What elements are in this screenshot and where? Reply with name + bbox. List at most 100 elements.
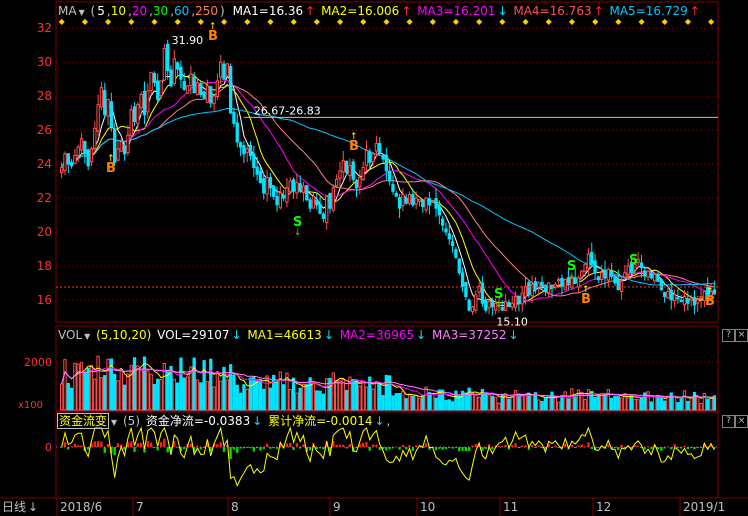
- close-button[interactable]: ×: [735, 329, 748, 342]
- volume-bar: [89, 364, 94, 411]
- candle-body: [262, 178, 266, 194]
- close-button[interactable]: ×: [735, 415, 748, 428]
- fund-flow-bar: [153, 447, 156, 448]
- fund-flow-bar: [699, 447, 703, 448]
- fund-flow-bar: [497, 445, 501, 447]
- volume-bar: [626, 397, 630, 411]
- candle-body: [288, 180, 292, 193]
- fund-flow-panel: 0: [45, 426, 718, 487]
- fund-flow-bar: [574, 447, 577, 448]
- volume-bar: [275, 381, 279, 411]
- candle-body: [401, 194, 405, 207]
- volume-bar: [411, 395, 415, 411]
- ma4-value: MA4=16.763: [513, 4, 592, 18]
- candle-body: [444, 228, 448, 233]
- candle-body: [179, 66, 183, 80]
- fund-flow-bar: [358, 444, 361, 447]
- candle-body: [238, 142, 243, 148]
- fund-flow-bar: [713, 447, 716, 449]
- candle-body: [139, 93, 143, 109]
- volume-bar: [573, 396, 577, 411]
- event-marker-icon: ◆: [685, 17, 692, 26]
- fund-flow-bar: [173, 441, 176, 447]
- fund-flow-bar: [405, 447, 408, 450]
- chevron-down-icon[interactable]: ▼: [84, 332, 91, 341]
- volume-bar: [391, 395, 395, 411]
- candle-body: [570, 275, 574, 288]
- cumulative-flow-value: 累计净流=-0.0014: [268, 414, 373, 428]
- volume-bar: [427, 392, 432, 411]
- moving-average-lines: [61, 65, 715, 306]
- candle-body: [530, 284, 534, 297]
- candle-body: [334, 178, 339, 187]
- ma-indicator-name[interactable]: MA: [58, 4, 77, 18]
- candle-body: [523, 285, 528, 298]
- fund-flow-bar: [666, 446, 670, 448]
- fund-flow-bar: [633, 445, 636, 447]
- candle-body: [699, 296, 703, 299]
- help-button[interactable]: ?: [722, 415, 735, 428]
- volume-bar: [169, 365, 173, 411]
- fund-flow-indicator-name[interactable]: 资金流变: [57, 413, 110, 429]
- fund-flow-bar: [143, 447, 146, 453]
- volume-bar: [298, 387, 302, 411]
- candle-body: [656, 274, 660, 282]
- volume-bar: [387, 375, 392, 411]
- fund-flow-bar: [398, 447, 401, 450]
- volume-bar: [119, 368, 123, 411]
- period-selector[interactable]: 日线 ↓: [2, 500, 39, 514]
- volume-bar: [69, 387, 74, 411]
- candle-body: [76, 146, 80, 157]
- candlestick-series: [59, 39, 717, 316]
- volume-bar: [172, 378, 176, 411]
- volume-ma3-value: MA3=37252: [432, 328, 507, 342]
- fund-flow-bar: [328, 447, 332, 452]
- fund-flow-bar: [126, 442, 130, 447]
- event-marker-icon: ◆: [151, 17, 158, 26]
- candle-body: [255, 166, 259, 175]
- candle-body: [132, 106, 137, 123]
- candle-body: [447, 233, 451, 240]
- fund-flow-bar: [355, 447, 358, 448]
- fund-flow-bar: [345, 447, 348, 449]
- signal-sell-label: S: [629, 253, 638, 268]
- fund-flow-bar: [570, 444, 574, 447]
- candle-body: [659, 279, 663, 291]
- fund-flow-bar: [262, 447, 265, 449]
- volume-indicator-name[interactable]: VOL: [58, 328, 83, 342]
- fund-flow-bar: [318, 447, 322, 449]
- volume-bar: [494, 396, 498, 411]
- candle-body: [311, 195, 316, 209]
- fund-flow-bar: [564, 443, 567, 447]
- fund-flow-bar: [375, 444, 378, 447]
- volume-bar: [321, 393, 326, 411]
- volume-bar: [477, 396, 481, 411]
- fund-flow-bar: [527, 447, 530, 450]
- event-marker-icon: ◆: [476, 17, 483, 26]
- chevron-down-icon[interactable]: ▼: [111, 418, 118, 427]
- fund-flow-bar: [474, 444, 477, 447]
- fund-flow-bar: [580, 444, 583, 447]
- x-tick-label: 10: [420, 500, 435, 514]
- candle-body: [222, 63, 226, 80]
- fund-flow-bar: [87, 447, 90, 450]
- candle-body: [503, 301, 508, 312]
- candle-body: [702, 290, 707, 302]
- fund-flow-bar: [249, 447, 252, 449]
- fund-flow-bar: [689, 447, 693, 448]
- candle-body: [192, 76, 196, 94]
- event-marker-icon: ◆: [221, 17, 228, 26]
- fund-flow-bar: [232, 447, 236, 450]
- fund-flow-bar: [209, 447, 212, 452]
- volume-bar: [103, 375, 107, 411]
- candle-body: [669, 290, 673, 301]
- candle-body: [709, 290, 713, 300]
- candle-body: [278, 192, 282, 209]
- event-marker-icon: ◆: [337, 17, 344, 26]
- help-button[interactable]: ?: [722, 329, 735, 342]
- fund-flow-bar: [477, 444, 481, 447]
- fund-flow-bar: [169, 447, 173, 452]
- chevron-down-icon[interactable]: ▼: [78, 8, 85, 17]
- candle-body: [275, 196, 279, 206]
- fund-flow-bar: [348, 443, 352, 447]
